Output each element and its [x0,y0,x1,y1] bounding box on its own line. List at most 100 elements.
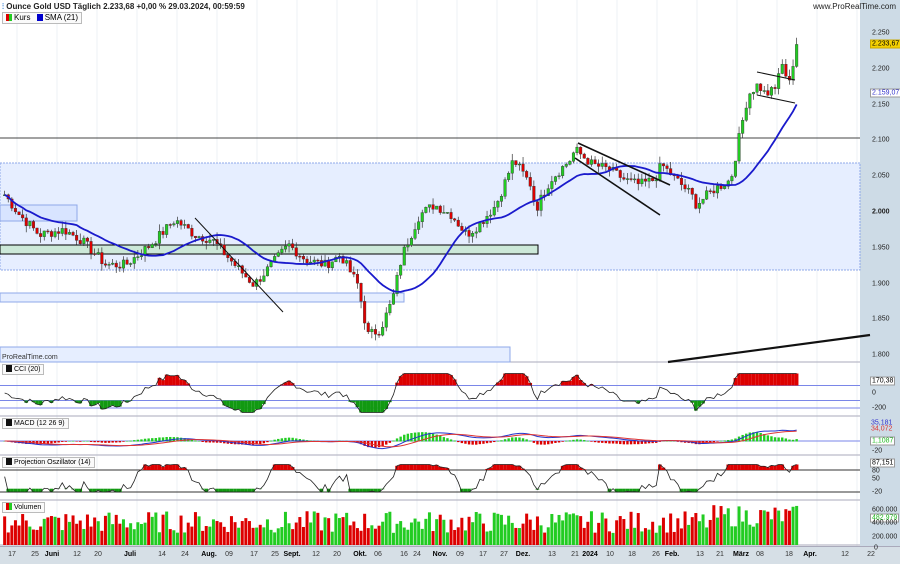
volume-bar [601,513,604,545]
volume-bar [680,528,683,545]
candle [36,228,39,233]
volume-bar [432,531,435,545]
candle [363,301,366,323]
macd-bar [83,441,85,442]
candle [25,218,28,226]
candle [576,147,579,153]
volume-bar [579,516,582,545]
candle [374,329,377,334]
candle [659,164,662,180]
candle [497,201,500,207]
candle [461,226,464,230]
volume-bar [468,517,471,545]
proj-fill [734,465,738,471]
candle [93,254,96,255]
proj-fill [276,465,280,471]
volume-bar [352,522,355,545]
cci-fill [784,374,788,386]
cci-fill [168,376,172,386]
cci-fill [370,401,374,413]
candle [774,87,777,88]
volume-bar [201,531,204,545]
macd-bar [385,441,387,445]
candle [489,215,492,216]
macd-bar [450,439,452,441]
candle [108,264,111,265]
time-tick: 12 [73,551,81,558]
proj-fill [240,489,244,492]
candle [417,222,420,230]
time-tick: Dez. [516,551,530,558]
price-tick: 2.250 [872,30,890,37]
proj-fill [410,465,414,471]
volume-bar [50,516,53,545]
proj-tick: 80 [872,468,880,475]
macd-bar [108,441,110,443]
chart-canvas[interactable] [0,0,900,546]
cci-fill [172,376,176,386]
volume-bar [496,514,499,545]
price-legend[interactable]: Kurs SMA (21) [2,12,82,24]
volume-label[interactable]: Volumen [2,502,45,513]
time-tick: Juli [124,551,136,558]
proj-fill [17,489,21,492]
proj-fill [21,489,25,492]
volume-bar [597,523,600,545]
volume-bar [7,532,10,545]
macd-label[interactable]: MACD (12 26 9) [2,418,69,429]
zone-box [0,293,404,302]
candle [165,224,168,234]
volume-bar [162,515,165,545]
macd-bar [126,441,128,442]
candle [227,255,230,258]
macd-bar [414,433,416,442]
proj-fill [233,489,237,492]
time-tick: 18 [628,551,636,558]
candle [176,221,179,224]
volume-bar [252,528,255,545]
cci-label[interactable]: CCI (20) [2,364,44,375]
candle [104,264,107,265]
candle [205,241,208,242]
macd-bar [713,441,715,442]
candle [525,171,528,177]
proj-label[interactable]: Projection Oszillator (14) [2,457,95,468]
cci-fill [518,374,522,386]
proj-fill [503,465,507,471]
candle [162,231,165,234]
candle [648,178,651,181]
volume-bar [554,522,557,545]
volume-bar [295,523,298,545]
time-tick: Sept. [283,551,300,558]
volume-bar [781,521,784,545]
macd-bar [50,441,52,443]
volume-bar [324,517,327,545]
macd-bar [212,441,214,443]
cci-fill [179,379,183,385]
macd-bar [594,441,596,442]
macd-bar [497,441,499,442]
proj-fill [226,489,230,492]
volume-bar [241,521,244,545]
volume-bar [280,527,283,545]
volume-bar [183,532,186,545]
time-tick: 25 [271,551,279,558]
volume-bar [748,525,751,545]
cci-fill [773,374,777,386]
macd-bar [525,439,527,441]
chart-title: ⫶ Ounce Gold USD Täglich 2.233,68 +0,00 … [2,2,245,12]
site-link[interactable]: www.ProRealTime.com [813,2,896,11]
macd-bar [151,438,153,441]
macd-bar [266,441,268,442]
cci-fill [435,374,439,386]
trend-line [757,95,795,103]
volume-bar [640,531,643,545]
macd-bar [522,438,524,441]
price-tick: 2.100 [872,137,890,144]
candle [529,177,532,186]
volume-bar [435,519,438,545]
cci-fill [510,374,514,386]
candle [169,224,172,225]
volume-bar [464,530,467,545]
volume-bar [514,528,517,545]
